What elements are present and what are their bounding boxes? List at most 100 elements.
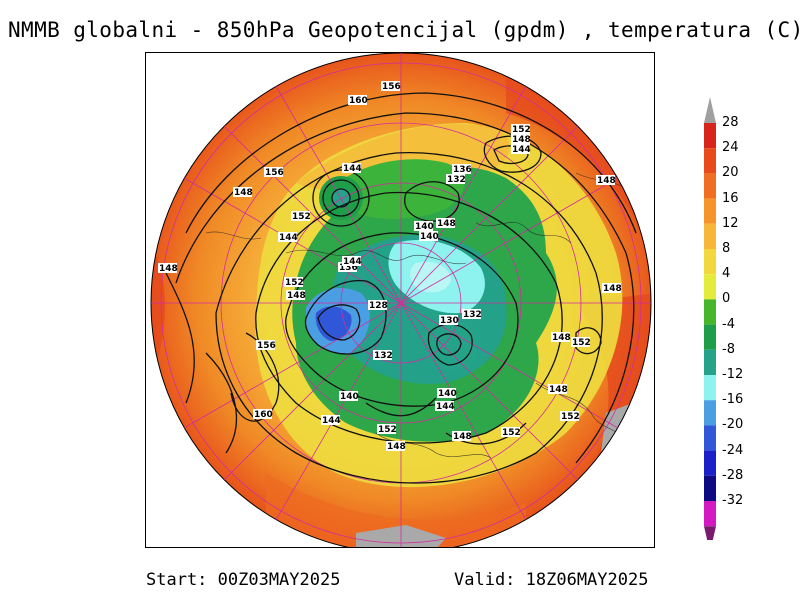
contour-label: 132 [462,309,482,320]
graticule [151,53,651,547]
colorbar-swatch [704,425,716,451]
svg-text:140: 140 [420,232,439,242]
svg-text:148: 148 [597,176,616,186]
valid-time: Valid: 18Z06MAY2025 [454,570,649,590]
contour-label: 148 [511,134,531,145]
svg-text:160: 160 [349,96,368,106]
svg-text:144: 144 [279,233,298,243]
svg-text:140: 140 [340,392,359,402]
contour-label: 152 [501,427,521,438]
svg-text:144: 144 [343,257,362,267]
svg-text:152: 152 [512,125,531,135]
svg-text:144: 144 [512,145,531,155]
contour-label: 148 [386,441,406,452]
contour-label: 148 [548,384,568,395]
colorbar-label: 8 [722,241,731,256]
colorbar-top-arrow [704,97,716,123]
contour-label: 148 [551,332,571,343]
svg-text:130: 130 [440,316,459,326]
contour-label: 130 [439,315,459,326]
map-panel: 156 160 148 144 140 156 148 152 148 144 136 132 148 1… [145,52,655,548]
svg-text:144: 144 [343,164,362,174]
contour-label: 152 [511,124,531,135]
contour-label: 144 [511,144,531,155]
svg-text:148: 148 [159,264,178,274]
svg-text:148: 148 [387,442,406,452]
colorbar-swatch [704,274,716,300]
contour-label: 144 [435,401,455,412]
colorbar-swatch [704,475,716,501]
contour-label: 160 [348,95,368,106]
svg-text:152: 152 [378,425,397,435]
colorbar-label: -32 [722,493,744,508]
colorbar-label: 16 [722,190,739,206]
colorbar-label: 12 [722,215,739,231]
svg-text:144: 144 [436,402,455,412]
svg-text:140: 140 [438,389,457,399]
contour-label: 144 [321,415,341,426]
geopotential-contours [165,92,637,484]
colorbar-swatch [704,349,716,375]
svg-text:152: 152 [285,278,304,288]
colorbar-label: -12 [722,367,744,382]
svg-text:148: 148 [512,135,531,145]
colorbar-swatch [704,375,716,401]
contour-label: 156 [264,167,284,178]
colorbar-swatch [704,501,716,527]
temperature-colorbar [704,97,716,540]
colorbar-label: 4 [722,266,731,282]
contour-label: 148 [233,187,253,198]
contour-label: 156 [256,340,276,351]
contour-label: 144 [342,163,362,174]
contour-label: 148 [602,283,622,294]
svg-text:152: 152 [502,428,521,438]
svg-text:136: 136 [339,263,358,273]
svg-text:148: 148 [234,188,253,198]
contour-label: 140 [414,221,434,232]
svg-text:144: 144 [322,416,341,426]
svg-text:132: 132 [463,310,482,320]
svg-text:136: 136 [453,165,472,175]
colorbar-label: 24 [722,140,739,156]
colorbar-swatch [704,249,716,275]
svg-text:152: 152 [572,338,591,348]
contour-label: 152 [560,411,580,422]
contour-label: 144 [342,256,362,267]
colorbar-label: -8 [722,341,735,357]
contour-label: 156 [381,81,401,92]
contour-label: 148 [596,175,616,186]
contour-label: 132 [446,174,466,185]
colorbar-label: 28 [722,115,739,130]
colorbar-swatch [704,324,716,350]
colorbar-label: 0 [722,291,731,307]
svg-text:148: 148 [453,432,472,442]
colorbar-swatch [704,173,716,199]
colorbar-label: 20 [722,165,739,181]
contour-label: 152 [284,277,304,288]
svg-text:128: 128 [369,301,388,311]
svg-text:152: 152 [561,412,580,422]
contour-label: 140 [339,391,359,402]
contour-label: 148 [452,431,472,442]
colorbar-label: -20 [722,417,744,433]
svg-text:152: 152 [292,212,311,222]
svg-text:156: 156 [382,82,401,92]
svg-text:156: 156 [265,168,284,178]
contour-label: 136 [452,164,472,175]
contour-label: 128 [368,300,388,311]
colorbar-label: -4 [722,316,735,332]
colorbar-swatch [704,123,716,149]
svg-text:148: 148 [552,333,571,343]
svg-text:156: 156 [257,341,276,351]
chart-title: NMMB globalni - 850hPa Geopotencijal (gp… [8,18,800,42]
contour-label: 152 [291,211,311,222]
svg-text:140: 140 [415,222,434,232]
contour-label: 140 [419,231,439,242]
contour-label: 148 [286,290,306,301]
contour-label: 152 [571,337,591,348]
contour-label: 148 [436,218,456,229]
colorbar-swatch [704,223,716,249]
contour-label: 132 [373,350,393,361]
